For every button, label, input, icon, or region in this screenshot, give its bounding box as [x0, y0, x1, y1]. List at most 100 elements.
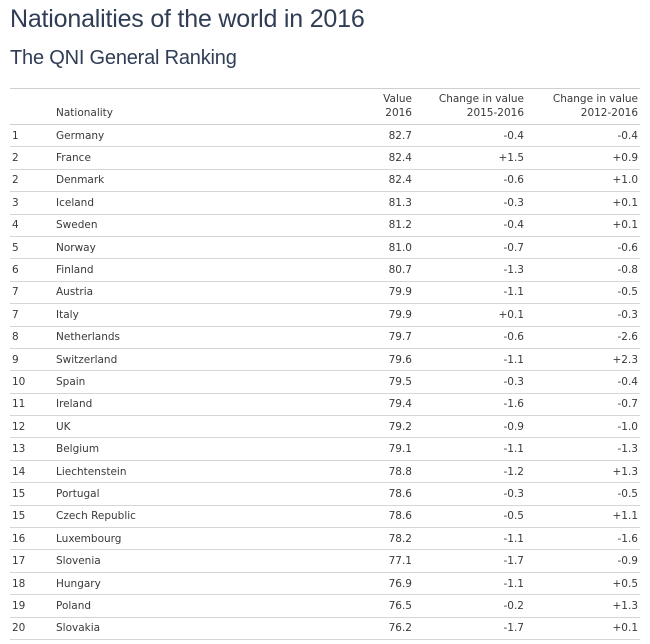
cell-change-2015-2016: -1.1 [412, 527, 524, 551]
ranking-table: Nationality Value 2016 Change in value 2… [10, 88, 640, 640]
table-row: 10 Spain 79.5 -0.3 -0.4 [10, 370, 640, 394]
cell-change-2012-2016: -0.5 [524, 482, 640, 506]
cell-rank: 3 [10, 191, 56, 215]
column-header-nationality: Nationality [56, 107, 114, 119]
table-row: 15 Czech Republic 78.6 -0.5 +1.1 [10, 505, 640, 529]
cell-nationality: Austria [56, 281, 306, 305]
cell-change-2015-2016: -1.1 [412, 348, 524, 372]
cell-rank: 20 [10, 617, 56, 640]
table-row: 19 Poland 76.5 -0.2 +1.3 [10, 594, 640, 618]
cell-nationality: Spain [56, 370, 306, 394]
cell-change-2015-2016: -1.7 [412, 549, 524, 573]
cell-change-2012-2016: -0.3 [524, 303, 640, 327]
cell-change-2012-2016: -1.6 [524, 527, 640, 551]
cell-nationality: Czech Republic [56, 505, 306, 529]
table-row: 15 Portugal 78.6 -0.3 -0.5 [10, 482, 640, 506]
cell-change-2015-2016: -1.1 [412, 437, 524, 461]
cell-nationality: Finland [56, 258, 306, 282]
cell-change-2015-2016: -1.3 [412, 258, 524, 282]
cell-value-2016: 79.6 [306, 348, 412, 372]
cell-nationality: Denmark [56, 169, 306, 193]
column-header-change2-line1: Change in value [552, 93, 638, 105]
cell-value-2016: 82.4 [306, 169, 412, 193]
table-row: 2 France 82.4 +1.5 +0.9 [10, 146, 640, 170]
cell-change-2012-2016: +0.1 [524, 191, 640, 215]
cell-nationality: Netherlands [56, 326, 306, 349]
cell-change-2012-2016: +2.3 [524, 348, 640, 372]
cell-nationality: Norway [56, 236, 306, 260]
page-subtitle: The QNI General Ranking [10, 47, 237, 69]
cell-change-2015-2016: +1.5 [412, 146, 524, 170]
table-body: 1 Germany 82.7 -0.4 -0.4 2 France 82.4 +1.5 +0.9 2… [10, 124, 640, 640]
cell-value-2016: 78.2 [306, 527, 412, 551]
cell-value-2016: 77.1 [306, 549, 412, 573]
column-header-change-2015-2016: Change in value 2015-2016 [412, 89, 524, 125]
cell-rank: 8 [10, 326, 56, 349]
cell-rank: 14 [10, 460, 56, 484]
cell-change-2012-2016: +0.9 [524, 146, 640, 170]
column-header-change2-line2: 2012-2016 [580, 107, 638, 119]
cell-nationality: Poland [56, 594, 306, 618]
cell-change-2012-2016: +1.0 [524, 169, 640, 193]
cell-value-2016: 79.1 [306, 437, 412, 461]
table-row: 8 Netherlands 79.7 -0.6 -2.6 [10, 326, 640, 349]
cell-change-2015-2016: -1.7 [412, 617, 524, 640]
cell-value-2016: 79.9 [306, 281, 412, 305]
cell-value-2016: 79.4 [306, 393, 412, 417]
cell-change-2015-2016: -0.4 [412, 124, 524, 148]
cell-change-2012-2016: -1.0 [524, 415, 640, 439]
cell-change-2012-2016: -0.8 [524, 258, 640, 282]
cell-change-2015-2016: -1.2 [412, 460, 524, 484]
cell-rank: 7 [10, 281, 56, 305]
cell-rank: 13 [10, 437, 56, 461]
cell-change-2012-2016: -2.6 [524, 326, 640, 349]
cell-nationality: Hungary [56, 572, 306, 596]
cell-value-2016: 81.3 [306, 191, 412, 215]
cell-rank: 2 [10, 169, 56, 193]
column-header-value-line2: 2016 [385, 107, 412, 119]
cell-rank: 1 [10, 124, 56, 148]
cell-change-2015-2016: -0.3 [412, 191, 524, 215]
table-row: 4 Sweden 81.2 -0.4 +0.1 [10, 214, 640, 237]
cell-change-2015-2016: +0.1 [412, 303, 524, 327]
cell-change-2015-2016: -0.4 [412, 214, 524, 237]
cell-value-2016: 79.7 [306, 326, 412, 349]
cell-nationality: Italy [56, 303, 306, 327]
table-row: 7 Italy 79.9 +0.1 -0.3 [10, 303, 640, 327]
cell-change-2015-2016: -0.5 [412, 505, 524, 529]
cell-change-2012-2016: +0.1 [524, 617, 640, 640]
cell-value-2016: 81.2 [306, 214, 412, 237]
table-row: 17 Slovenia 77.1 -1.7 -0.9 [10, 549, 640, 573]
cell-change-2012-2016: +1.1 [524, 505, 640, 529]
table-row: 16 Luxembourg 78.2 -1.1 -1.6 [10, 527, 640, 551]
cell-change-2012-2016: +1.3 [524, 594, 640, 618]
cell-nationality: UK [56, 415, 306, 439]
cell-value-2016: 81.0 [306, 236, 412, 260]
cell-rank: 2 [10, 146, 56, 170]
cell-nationality: Ireland [56, 393, 306, 417]
cell-rank: 11 [10, 393, 56, 417]
table-row: 11 Ireland 79.4 -1.6 -0.7 [10, 393, 640, 417]
cell-value-2016: 76.9 [306, 572, 412, 596]
table-row: 5 Norway 81.0 -0.7 -0.6 [10, 236, 640, 260]
cell-change-2015-2016: -0.9 [412, 415, 524, 439]
table-row: 12 UK 79.2 -0.9 -1.0 [10, 415, 640, 439]
table-row: 20 Slovakia 76.2 -1.7 +0.1 [10, 617, 640, 640]
header-row: Nationality Value 2016 Change in value 2… [10, 88, 640, 125]
cell-rank: 17 [10, 549, 56, 573]
cell-rank: 18 [10, 572, 56, 596]
cell-nationality: Slovenia [56, 549, 306, 573]
column-header-change1-line2: 2015-2016 [466, 107, 524, 119]
table-row: 13 Belgium 79.1 -1.1 -1.3 [10, 437, 640, 461]
cell-nationality: Belgium [56, 437, 306, 461]
cell-rank: 19 [10, 594, 56, 618]
cell-change-2012-2016: -0.7 [524, 393, 640, 417]
cell-rank: 12 [10, 415, 56, 439]
cell-change-2015-2016: -0.3 [412, 482, 524, 506]
cell-change-2015-2016: -0.3 [412, 370, 524, 394]
table-row: 1 Germany 82.7 -0.4 -0.4 [10, 124, 640, 148]
cell-change-2012-2016: -0.5 [524, 281, 640, 305]
cell-value-2016: 82.7 [306, 124, 412, 148]
cell-value-2016: 80.7 [306, 258, 412, 282]
cell-value-2016: 82.4 [306, 146, 412, 170]
